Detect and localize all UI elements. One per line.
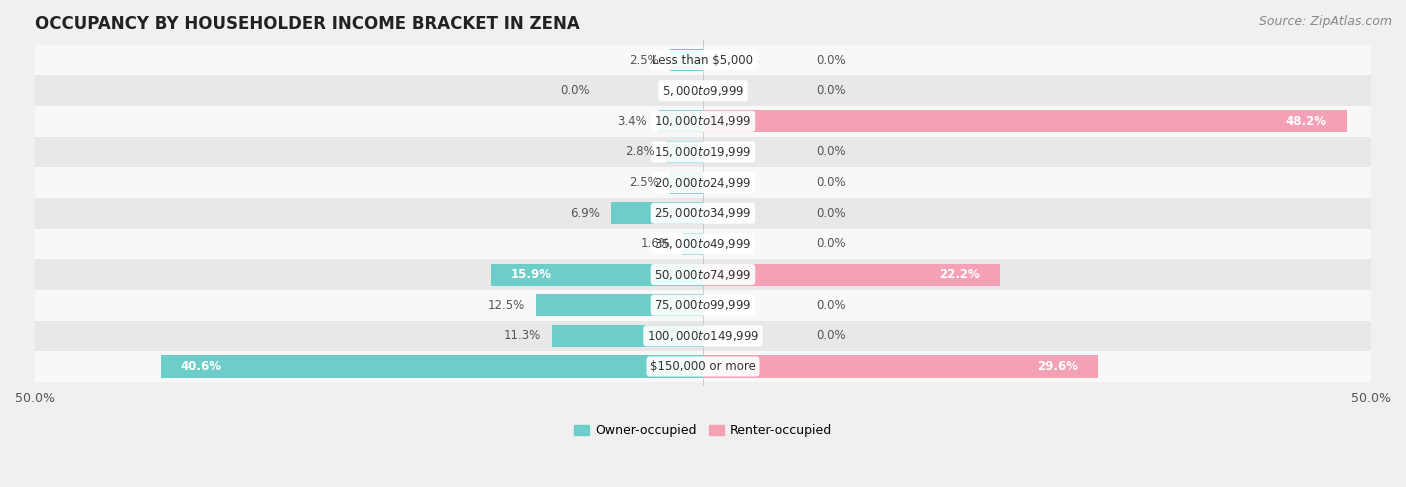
Text: 0.0%: 0.0% [817, 54, 846, 67]
Bar [669, 49, 703, 71]
Bar [35, 290, 1371, 320]
Bar [35, 75, 1371, 106]
Text: 0.0%: 0.0% [817, 176, 846, 189]
Text: $5,000 to $9,999: $5,000 to $9,999 [662, 84, 744, 98]
Legend: Owner-occupied, Renter-occupied: Owner-occupied, Renter-occupied [568, 419, 838, 443]
Text: $100,000 to $149,999: $100,000 to $149,999 [647, 329, 759, 343]
Text: OCCUPANCY BY HOUSEHOLDER INCOME BRACKET IN ZENA: OCCUPANCY BY HOUSEHOLDER INCOME BRACKET … [35, 15, 579, 33]
Text: 29.6%: 29.6% [1038, 360, 1078, 373]
Text: 6.9%: 6.9% [571, 207, 600, 220]
Bar [35, 106, 1371, 137]
Text: 3.4%: 3.4% [617, 115, 647, 128]
Text: 11.3%: 11.3% [505, 329, 541, 342]
Text: 48.2%: 48.2% [1286, 115, 1327, 128]
Text: 0.0%: 0.0% [817, 84, 846, 97]
Text: 0.0%: 0.0% [817, 329, 846, 342]
Bar [669, 171, 703, 194]
Text: 2.8%: 2.8% [626, 146, 655, 158]
Bar [682, 233, 703, 255]
Bar [536, 294, 703, 316]
Text: 1.6%: 1.6% [641, 237, 671, 250]
Text: $50,000 to $74,999: $50,000 to $74,999 [654, 267, 752, 281]
Text: 2.5%: 2.5% [628, 176, 659, 189]
Bar [703, 110, 1347, 132]
Bar [553, 325, 703, 347]
Bar [610, 202, 703, 225]
Text: 0.0%: 0.0% [817, 299, 846, 312]
Text: Source: ZipAtlas.com: Source: ZipAtlas.com [1258, 15, 1392, 28]
Bar [160, 356, 703, 377]
Bar [35, 320, 1371, 351]
Text: 0.0%: 0.0% [817, 207, 846, 220]
Text: 0.0%: 0.0% [560, 84, 589, 97]
Bar [35, 168, 1371, 198]
Bar [35, 228, 1371, 259]
Bar [491, 263, 703, 285]
Text: 0.0%: 0.0% [817, 237, 846, 250]
Text: $35,000 to $49,999: $35,000 to $49,999 [654, 237, 752, 251]
Text: 40.6%: 40.6% [180, 360, 222, 373]
Text: $20,000 to $24,999: $20,000 to $24,999 [654, 176, 752, 189]
Text: 12.5%: 12.5% [488, 299, 526, 312]
Text: $10,000 to $14,999: $10,000 to $14,999 [654, 114, 752, 128]
Bar [665, 141, 703, 163]
Bar [35, 137, 1371, 168]
Bar [703, 263, 1000, 285]
Text: 0.0%: 0.0% [817, 146, 846, 158]
Text: 15.9%: 15.9% [510, 268, 551, 281]
Text: $150,000 or more: $150,000 or more [650, 360, 756, 373]
Bar [35, 45, 1371, 75]
Bar [35, 198, 1371, 228]
Text: $15,000 to $19,999: $15,000 to $19,999 [654, 145, 752, 159]
Bar [703, 356, 1098, 377]
Text: 2.5%: 2.5% [628, 54, 659, 67]
Text: $25,000 to $34,999: $25,000 to $34,999 [654, 206, 752, 220]
Text: 22.2%: 22.2% [939, 268, 980, 281]
Bar [658, 110, 703, 132]
Text: Less than $5,000: Less than $5,000 [652, 54, 754, 67]
Bar [35, 259, 1371, 290]
Bar [35, 351, 1371, 382]
Text: $75,000 to $99,999: $75,000 to $99,999 [654, 298, 752, 312]
